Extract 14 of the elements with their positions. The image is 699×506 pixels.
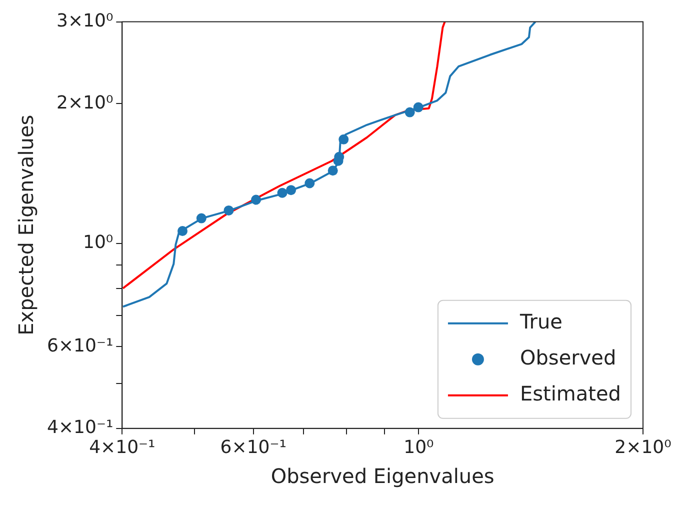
x-axis-title: Observed Eigenvalues: [270, 464, 494, 488]
x-tick-label: 2×10⁰: [614, 436, 672, 458]
legend-label: True: [518, 310, 562, 334]
y-tick-label: 10⁰: [83, 232, 114, 254]
legend-label: Observed: [520, 346, 616, 370]
x-tick-label: 4×10⁻¹: [89, 436, 156, 458]
y-tick-label: 2×10⁰: [56, 92, 114, 114]
y-tick-label: 3×10⁰: [56, 10, 114, 32]
x-tick-label: 10⁰: [404, 436, 434, 458]
y-tick-label: 6×10⁻¹: [47, 335, 114, 356]
x-tick-label: 6×10⁻¹: [220, 436, 286, 458]
y-tick-label: 4×10⁻¹: [47, 417, 114, 438]
y-axis-title: Expected Eigenvalues: [14, 114, 38, 336]
legend-label: Estimated: [520, 382, 622, 406]
